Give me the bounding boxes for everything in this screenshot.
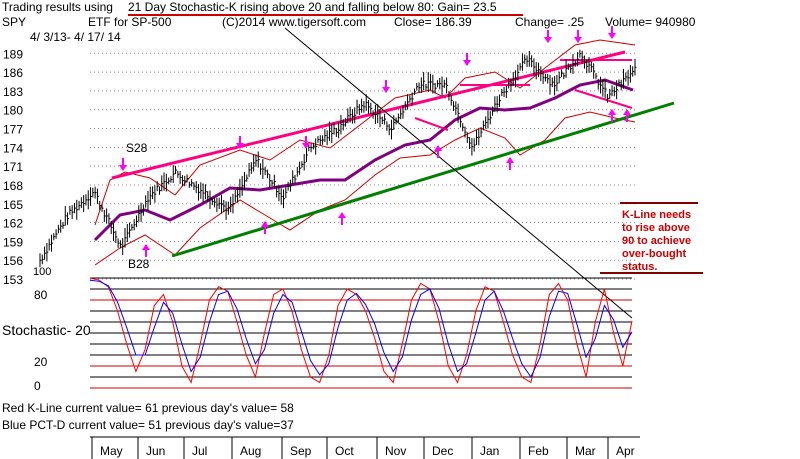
month-label: Feb — [528, 444, 549, 458]
sell-arrow-icon — [236, 143, 244, 149]
stoch-level-0: 0 — [34, 379, 41, 393]
month-label: Sep — [290, 444, 312, 458]
moving-average-line — [93, 78, 634, 242]
y-tick-label: 174 — [3, 141, 23, 155]
sell-arrow-icon — [119, 165, 127, 171]
y-tick-label: 183 — [3, 85, 23, 99]
y-tick-label: 153 — [3, 273, 23, 287]
month-label: May — [100, 444, 123, 458]
month-label: Nov — [385, 444, 406, 458]
y-tick-label: 171 — [3, 160, 23, 174]
buy-arrow-icon — [608, 109, 616, 115]
trend-support-line — [171, 101, 675, 258]
y-tick-label: 156 — [3, 254, 23, 268]
month-label: Oct — [335, 444, 354, 458]
stoch-level-20: 20 — [34, 355, 48, 369]
sell-arrow-icon — [302, 143, 310, 149]
y-tick-label: 180 — [3, 104, 23, 118]
header-copyright: (C)2014 www.tigersoft.com — [222, 15, 367, 29]
y-tick-label: 186 — [3, 66, 23, 80]
note-line: K-Line needs — [622, 209, 691, 221]
upper-channel-line — [111, 50, 626, 180]
month-label: Jul — [192, 444, 207, 458]
note-line: over-bought — [622, 248, 686, 260]
sell-arrow-icon — [463, 60, 471, 66]
magenta-pattern-line — [574, 89, 633, 109]
diagonal-thin-line — [284, 27, 633, 319]
note-line: to rise above — [622, 222, 690, 234]
y-tick-label: 177 — [3, 123, 23, 137]
sell-arrow-icon — [544, 37, 552, 43]
stochastic-title: Stochastic- 20 — [2, 322, 91, 338]
stochastic-d-line — [89, 279, 633, 379]
header-change: Change= .25 — [515, 15, 585, 29]
sell-arrow-icon — [382, 87, 390, 93]
month-label: Jun — [146, 444, 165, 458]
note-line: 90 to achieve — [622, 235, 691, 247]
header-rule-underline — [128, 14, 523, 16]
footer-blue-line: Blue PCT-D current value= 51 previous da… — [2, 418, 294, 432]
footer-red-line: Red K-Line current value= 61 previous da… — [2, 401, 294, 415]
y-tick-label: 162 — [3, 217, 23, 231]
note-line: status. — [622, 261, 657, 273]
y-tick-label: 168 — [3, 179, 23, 193]
header-line1-prefix: Trading results using — [2, 0, 113, 14]
header-date-range: 4/ 3/13- 4/ 17/ 14 — [30, 30, 121, 44]
buy-arrow-icon — [338, 212, 346, 218]
magenta-pattern-line — [414, 117, 449, 131]
buy-arrow-icon — [623, 109, 631, 115]
annotation-s28: S28 — [126, 141, 148, 155]
stoch-level-80: 80 — [34, 288, 48, 302]
month-label: Mar — [575, 444, 596, 458]
header-volume: Volume= 940980 — [605, 15, 696, 29]
month-label: Apr — [616, 444, 635, 458]
stoch-top-label: 100 — [33, 266, 51, 278]
sell-arrow-icon — [574, 37, 582, 43]
lower-band-line — [94, 111, 636, 266]
header-close: Close= 186.39 — [394, 15, 472, 29]
month-label: Dec — [432, 444, 453, 458]
buy-arrow-icon — [506, 157, 514, 163]
buy-arrow-icon — [142, 244, 150, 250]
month-label: Aug — [240, 444, 261, 458]
y-tick-label: 165 — [3, 198, 23, 212]
header-description: ETF for SP-500 — [88, 15, 172, 29]
month-label: Jan — [480, 444, 499, 458]
header-symbol: SPY — [2, 15, 27, 29]
y-tick-label: 189 — [3, 47, 23, 61]
buy-arrow-icon — [434, 145, 442, 151]
stochastic-k-line — [89, 277, 633, 384]
sell-arrow-icon — [608, 33, 616, 39]
header-rule: 21 Day Stochastic-K rising above 20 and … — [128, 0, 497, 14]
annotation-b28: B28 — [128, 257, 150, 271]
buy-arrow-icon — [261, 221, 269, 227]
y-tick-label: 159 — [3, 235, 23, 249]
